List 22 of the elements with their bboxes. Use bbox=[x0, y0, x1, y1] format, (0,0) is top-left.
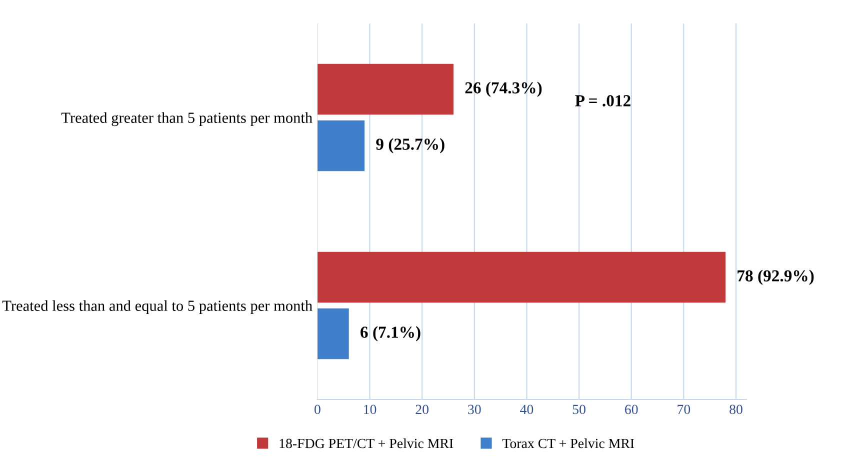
x-tick-label: 0 bbox=[314, 404, 320, 414]
bar bbox=[317, 64, 454, 115]
y-tick-label: Treated less than and equal to 5 patients per month bbox=[2, 300, 312, 314]
legend-label: Torax CT + Pelvic MRI bbox=[502, 438, 634, 448]
x-tick-label: 80 bbox=[730, 404, 742, 414]
legend-label: 18-FDG PET/CT + Pelvic MRI bbox=[280, 438, 454, 448]
x-tick-label: 70 bbox=[678, 404, 690, 414]
x-tick-label: 20 bbox=[416, 404, 429, 414]
x-tick-label: 40 bbox=[520, 404, 534, 414]
x-tick-label: 60 bbox=[625, 404, 638, 414]
bar bbox=[317, 308, 349, 360]
bar bbox=[317, 120, 365, 172]
bar bbox=[317, 252, 726, 303]
data-label: 9 (25.7%) bbox=[376, 138, 444, 154]
annotation: P = .012 bbox=[575, 95, 630, 106]
data-label: 78 (92.9%) bbox=[738, 270, 814, 285]
x-tick-label: 50 bbox=[572, 404, 586, 414]
data-label: 6 (7.1%) bbox=[360, 326, 420, 342]
y-tick-label: Treated greater than 5 patients per month bbox=[61, 112, 312, 126]
x-tick-label: 10 bbox=[364, 404, 376, 414]
data-label: 26 (74.3%) bbox=[465, 82, 542, 97]
x-tick-label: 30 bbox=[468, 404, 481, 414]
